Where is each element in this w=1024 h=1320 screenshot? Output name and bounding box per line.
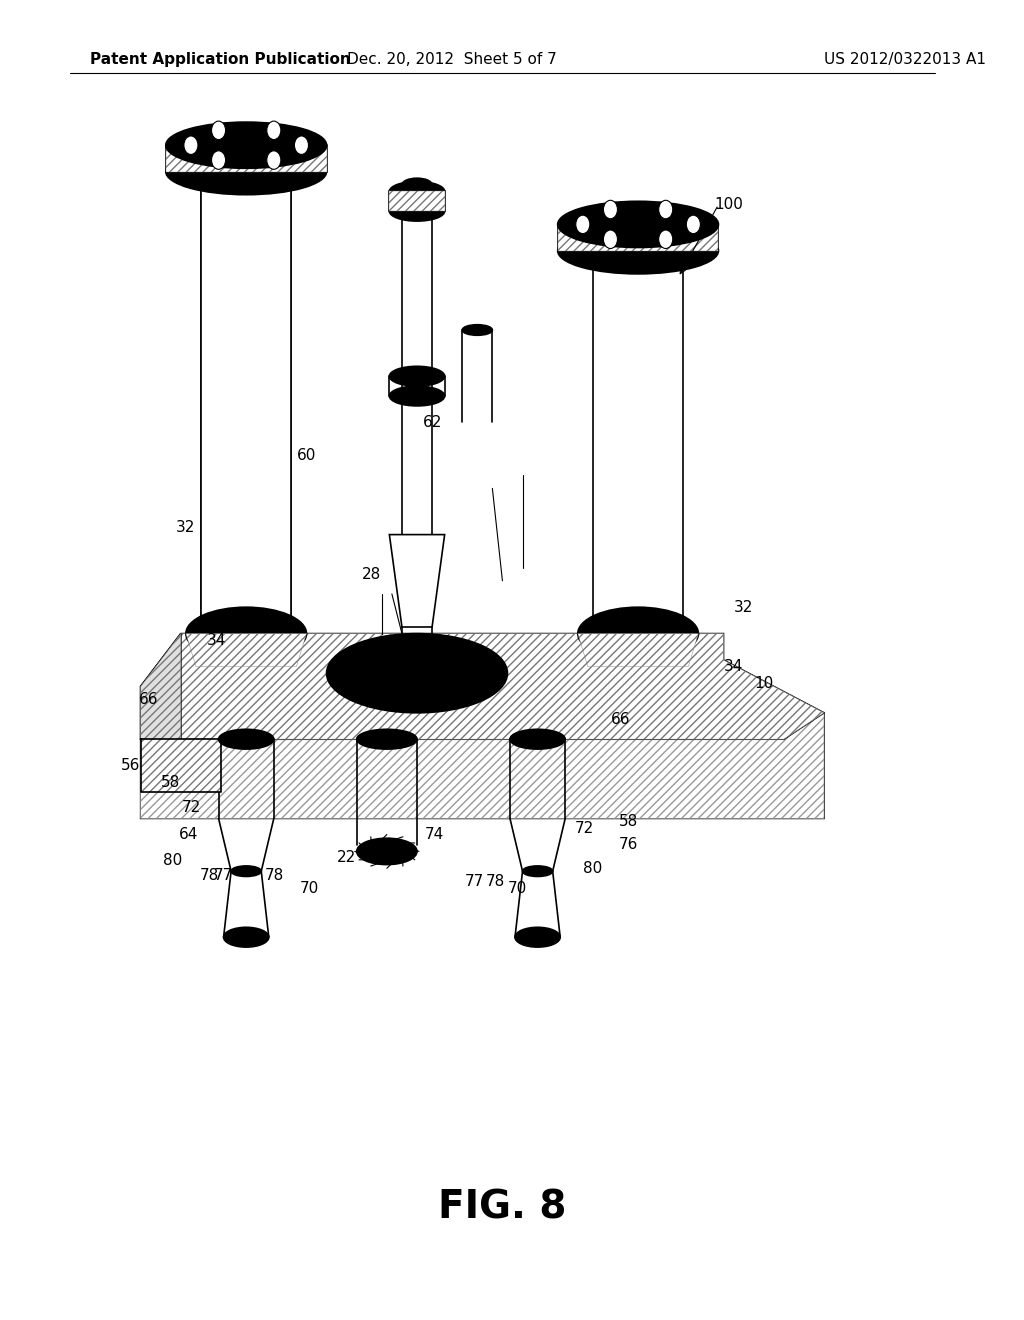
Text: 62: 62 (422, 414, 441, 430)
Text: 28: 28 (362, 566, 381, 582)
Text: US 2012/0322013 A1: US 2012/0322013 A1 (824, 51, 986, 67)
Ellipse shape (223, 927, 268, 946)
Text: 32: 32 (734, 599, 754, 615)
Text: 70: 70 (508, 880, 527, 896)
Circle shape (212, 121, 225, 140)
Polygon shape (578, 634, 698, 667)
Text: 74: 74 (425, 826, 443, 842)
Ellipse shape (186, 607, 306, 660)
Text: Patent Application Publication: Patent Application Publication (90, 51, 351, 67)
Polygon shape (140, 634, 181, 739)
Text: 22: 22 (337, 850, 356, 866)
Text: Dec. 20, 2012  Sheet 5 of 7: Dec. 20, 2012 Sheet 5 of 7 (347, 51, 557, 67)
Polygon shape (140, 739, 221, 792)
Text: 80: 80 (584, 861, 602, 876)
Ellipse shape (231, 866, 261, 876)
Ellipse shape (389, 367, 444, 385)
Text: FIG. 8: FIG. 8 (438, 1189, 566, 1226)
Ellipse shape (522, 866, 553, 876)
Text: 56: 56 (121, 758, 140, 774)
Circle shape (212, 150, 225, 169)
Text: 77: 77 (465, 874, 484, 890)
Circle shape (658, 201, 673, 219)
Text: 34: 34 (724, 659, 743, 675)
Text: 58: 58 (618, 813, 638, 829)
Text: 100: 100 (714, 197, 743, 213)
Polygon shape (140, 634, 824, 739)
Text: 60: 60 (297, 447, 316, 463)
Ellipse shape (402, 178, 432, 191)
Text: 58: 58 (161, 775, 180, 791)
Text: 72: 72 (575, 821, 595, 837)
Text: 10: 10 (754, 676, 773, 692)
Text: 70: 70 (300, 880, 319, 896)
Ellipse shape (327, 634, 508, 713)
Circle shape (658, 230, 673, 248)
Polygon shape (389, 191, 444, 211)
Circle shape (603, 230, 617, 248)
Ellipse shape (515, 927, 560, 946)
Text: 80: 80 (163, 853, 182, 869)
Polygon shape (140, 713, 824, 818)
Ellipse shape (510, 729, 565, 750)
Text: 66: 66 (139, 692, 159, 708)
Ellipse shape (218, 729, 273, 750)
Text: 77: 77 (213, 867, 232, 883)
Ellipse shape (356, 729, 417, 750)
Text: 72: 72 (181, 800, 201, 816)
Polygon shape (558, 224, 719, 251)
Circle shape (267, 121, 281, 140)
Circle shape (295, 136, 308, 154)
Ellipse shape (578, 607, 698, 660)
FancyBboxPatch shape (201, 185, 292, 634)
Circle shape (686, 215, 700, 234)
Polygon shape (166, 145, 327, 172)
Text: 78: 78 (200, 867, 219, 883)
Ellipse shape (558, 202, 719, 248)
Circle shape (184, 136, 198, 154)
Ellipse shape (356, 838, 417, 865)
Polygon shape (186, 634, 306, 667)
Polygon shape (389, 535, 444, 627)
Text: 34: 34 (207, 632, 225, 648)
Text: 32: 32 (176, 520, 196, 536)
Ellipse shape (389, 387, 444, 407)
Ellipse shape (558, 228, 719, 275)
Circle shape (603, 201, 617, 219)
Ellipse shape (462, 325, 493, 335)
Text: 78: 78 (485, 874, 505, 890)
Text: 24: 24 (418, 388, 436, 404)
Polygon shape (140, 713, 824, 818)
Text: 66: 66 (611, 711, 631, 727)
Ellipse shape (166, 123, 327, 168)
Polygon shape (140, 634, 181, 739)
Circle shape (575, 215, 590, 234)
Ellipse shape (389, 201, 444, 222)
Ellipse shape (389, 181, 444, 202)
Text: 76: 76 (618, 837, 638, 853)
Text: 64: 64 (179, 826, 199, 842)
Polygon shape (140, 634, 824, 739)
Text: 78: 78 (264, 867, 284, 883)
Circle shape (267, 150, 281, 169)
Ellipse shape (166, 149, 327, 194)
